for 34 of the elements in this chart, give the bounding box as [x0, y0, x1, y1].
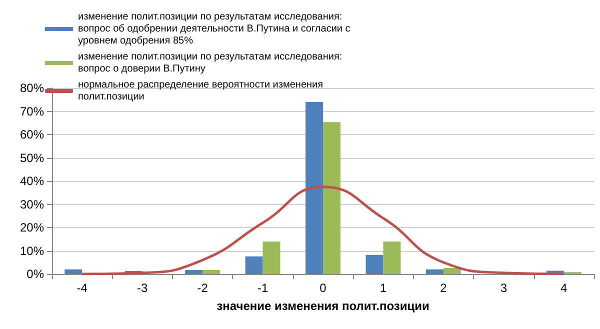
- bar: [366, 254, 384, 274]
- x-tick-label: -2: [197, 281, 208, 295]
- x-tick-label: 4: [560, 281, 568, 295]
- x-tick-label: -4: [76, 281, 88, 295]
- bar: [245, 256, 263, 274]
- bar: [426, 269, 444, 274]
- x-tick-label: 2: [440, 281, 448, 295]
- bar: [202, 270, 220, 274]
- legend-label: изменение полит.позиции по результатам исследования: вопрос об одобрении деятельности В.Путина и согласии с уровнем одобрения 85%: [78, 12, 354, 46]
- x-tick-label: 3: [500, 281, 508, 295]
- legend-label: нормальное распределение вероятности изменения полит.позиции: [78, 80, 326, 102]
- y-tick-label: 60%: [20, 128, 44, 142]
- y-tick-label: 70%: [20, 104, 44, 118]
- y-tick-label: 80%: [20, 81, 44, 95]
- y-tick-label: 50%: [20, 150, 44, 165]
- bar: [185, 270, 203, 274]
- bar: [306, 102, 323, 274]
- y-tick-label: 20%: [20, 220, 44, 234]
- bar: [64, 269, 82, 274]
- bar: [383, 241, 401, 274]
- y-tick-label: 30%: [20, 197, 44, 212]
- y-tick-label: 0%: [26, 267, 44, 281]
- bar: [443, 268, 461, 274]
- legend-label: изменение полит.позиции по результатам исследования: вопрос о доверии В.Путину: [78, 52, 345, 74]
- line-series: [80, 186, 566, 276]
- x-axis-title: значение изменения полит.позиции: [216, 299, 430, 313]
- x-tick-label: 0: [320, 281, 327, 295]
- x-tick-label: -1: [257, 281, 268, 295]
- bar: [323, 122, 340, 274]
- y-tick-label: 10%: [20, 244, 44, 258]
- bar: [262, 241, 280, 274]
- x-tick-label: -3: [136, 281, 148, 295]
- x-tick-label: 1: [380, 281, 387, 295]
- y-tick-label: 40%: [20, 174, 44, 188]
